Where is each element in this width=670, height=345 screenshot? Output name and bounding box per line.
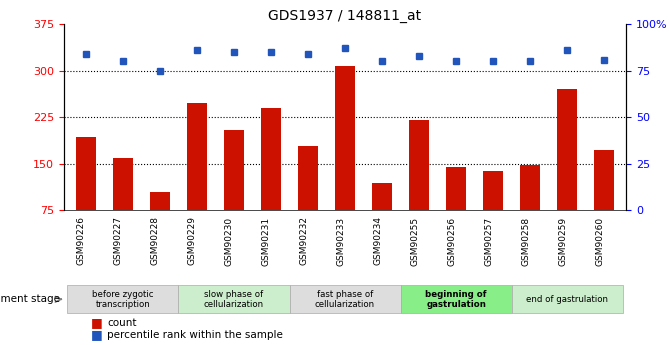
Text: GSM90228: GSM90228 xyxy=(151,216,160,265)
Text: slow phase of
cellularization: slow phase of cellularization xyxy=(204,289,264,309)
Text: GSM90232: GSM90232 xyxy=(299,216,308,265)
Bar xyxy=(446,167,466,257)
Bar xyxy=(594,150,614,257)
Text: GSM90231: GSM90231 xyxy=(262,216,271,266)
Text: GSM90257: GSM90257 xyxy=(484,216,493,266)
Bar xyxy=(372,183,392,257)
Text: GSM90255: GSM90255 xyxy=(410,216,419,266)
Bar xyxy=(483,171,503,257)
Bar xyxy=(178,285,289,313)
Text: percentile rank within the sample: percentile rank within the sample xyxy=(107,330,283,339)
Bar xyxy=(113,158,133,257)
Text: GSM90233: GSM90233 xyxy=(336,216,345,266)
Text: GSM90259: GSM90259 xyxy=(558,216,567,266)
Bar xyxy=(520,165,541,257)
Text: GSM90226: GSM90226 xyxy=(77,216,86,265)
Text: count: count xyxy=(107,318,137,327)
Bar xyxy=(409,120,429,257)
Bar xyxy=(289,285,401,313)
Text: before zygotic
transcription: before zygotic transcription xyxy=(92,289,153,309)
Bar xyxy=(401,285,512,313)
Bar xyxy=(149,192,170,257)
Bar xyxy=(261,108,281,257)
Text: GSM90230: GSM90230 xyxy=(225,216,234,266)
Title: GDS1937 / 148811_at: GDS1937 / 148811_at xyxy=(269,9,421,23)
Bar xyxy=(298,147,318,257)
Text: GSM90234: GSM90234 xyxy=(373,216,382,265)
Text: ■: ■ xyxy=(90,328,103,341)
Bar xyxy=(76,137,96,257)
Text: end of gastrulation: end of gastrulation xyxy=(526,295,608,304)
Text: GSM90227: GSM90227 xyxy=(114,216,123,265)
Text: GSM90256: GSM90256 xyxy=(447,216,456,266)
Text: GSM90229: GSM90229 xyxy=(188,216,197,265)
Bar xyxy=(512,285,622,313)
Text: GSM90260: GSM90260 xyxy=(595,216,604,266)
Text: GSM90258: GSM90258 xyxy=(521,216,530,266)
Bar xyxy=(187,103,207,257)
Bar xyxy=(68,285,178,313)
Text: beginning of
gastrulation: beginning of gastrulation xyxy=(425,289,487,309)
Bar xyxy=(335,66,355,257)
Text: development stage: development stage xyxy=(0,294,60,304)
Text: fast phase of
cellularization: fast phase of cellularization xyxy=(315,289,375,309)
Bar xyxy=(224,130,244,257)
Bar xyxy=(557,89,578,257)
Text: ■: ■ xyxy=(90,316,103,329)
